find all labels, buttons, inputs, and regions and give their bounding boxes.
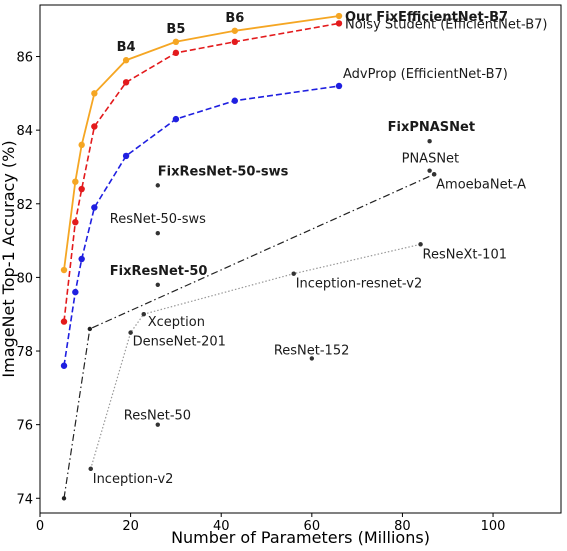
model-point <box>431 172 437 177</box>
series-2-point <box>78 255 85 263</box>
x-axis-label: Number of Parameters (Millions) <box>171 528 430 547</box>
model-point <box>155 231 160 236</box>
plot-frame <box>39 4 562 514</box>
series-2-point <box>60 362 68 369</box>
model-point-label: DenseNet-201 <box>133 335 226 350</box>
model-point-label: Inception-resnet-v2 <box>296 277 423 292</box>
y-axis-ticks: 74 76 78 80 82 84 86 <box>16 51 40 507</box>
series-2-point <box>231 97 239 104</box>
x-axis-ticks: 0 20 40 60 80 100 <box>36 513 506 534</box>
series-0-point <box>91 90 98 97</box>
x-tick-label: 60 <box>304 519 321 534</box>
model-point <box>291 271 296 276</box>
model-point <box>155 183 160 188</box>
y-tick-label: 82 <box>16 198 33 213</box>
model-point-label: AmoebaNet-A <box>436 177 526 192</box>
model-point-label: Xception <box>148 315 205 330</box>
model-point-label: ResNet-50 <box>124 409 191 424</box>
series-1-point <box>78 185 85 193</box>
model-point <box>309 356 315 361</box>
series-0-point <box>231 27 239 34</box>
series-lines <box>63 15 435 499</box>
series-1-point <box>60 318 68 325</box>
series-3-point <box>87 326 93 332</box>
series-line-0 <box>63 15 340 271</box>
model-point <box>155 282 160 287</box>
series-label-2: AdvProp (EfficientNet-B7) <box>343 67 508 82</box>
series-0-point <box>60 266 68 274</box>
model-point <box>128 330 133 335</box>
y-tick-label: 84 <box>16 124 33 139</box>
model-point-label: FixResNet-50-sws <box>158 164 289 179</box>
series-2-point <box>91 204 98 211</box>
x-tick-label: 20 <box>122 519 139 534</box>
model-point <box>418 242 423 247</box>
x-tick-label: 100 <box>481 519 506 534</box>
series-line-2 <box>63 85 340 366</box>
model-point <box>427 168 432 173</box>
series-2-point <box>72 288 79 296</box>
series-line-3 <box>63 173 435 499</box>
series-0-point <box>122 57 130 64</box>
y-tick-label: 76 <box>16 419 33 434</box>
series-2-point <box>172 115 180 123</box>
series-2-point <box>335 82 343 90</box>
y-axis-label: ImageNet Top-1 Accuracy (%) <box>0 140 18 377</box>
model-point-label: ResNeXt-101 <box>423 247 507 262</box>
series-1-point <box>122 79 130 86</box>
x-tick-label: 80 <box>394 519 411 534</box>
series-1-point <box>335 20 343 27</box>
y-tick-label: 86 <box>16 51 33 66</box>
series-label-1: Noisy Student (EfficientNet-B7) <box>345 17 547 32</box>
y-tick-label: 74 <box>16 492 33 507</box>
series-1-point <box>172 49 180 57</box>
stage-label: B6 <box>225 11 244 26</box>
x-tick-label: 40 <box>213 519 230 534</box>
x-tick-label: 0 <box>36 519 44 534</box>
stage-label: B5 <box>166 22 185 37</box>
model-point-label: ResNet-152 <box>274 343 350 358</box>
series-3-point <box>61 496 67 501</box>
series-1-point <box>72 218 79 226</box>
stage-label: B4 <box>117 40 136 55</box>
series-0-point <box>172 38 180 46</box>
data-points <box>60 12 437 501</box>
series-0-point <box>78 141 85 149</box>
model-point <box>88 466 93 472</box>
model-point <box>427 139 432 144</box>
model-point-label: ResNet-50-sws <box>110 212 206 227</box>
model-point-label: FixResNet-50 <box>110 264 208 279</box>
series-1-point <box>91 123 98 130</box>
y-tick-label: 80 <box>16 271 33 286</box>
series-0-point <box>335 12 343 20</box>
y-tick-label: 78 <box>16 345 33 360</box>
series-label-0: Our FixEfficientNet-B7 <box>345 10 508 25</box>
model-point <box>141 312 146 317</box>
model-point-label: Inception-v2 <box>93 472 174 487</box>
model-point <box>155 422 160 427</box>
model-point-label: PNASNet <box>402 152 460 167</box>
series-0-point <box>72 178 79 185</box>
series-1-point <box>231 38 239 46</box>
series-2-point <box>122 152 130 160</box>
model-point-label: FixPNASNet <box>388 120 475 135</box>
